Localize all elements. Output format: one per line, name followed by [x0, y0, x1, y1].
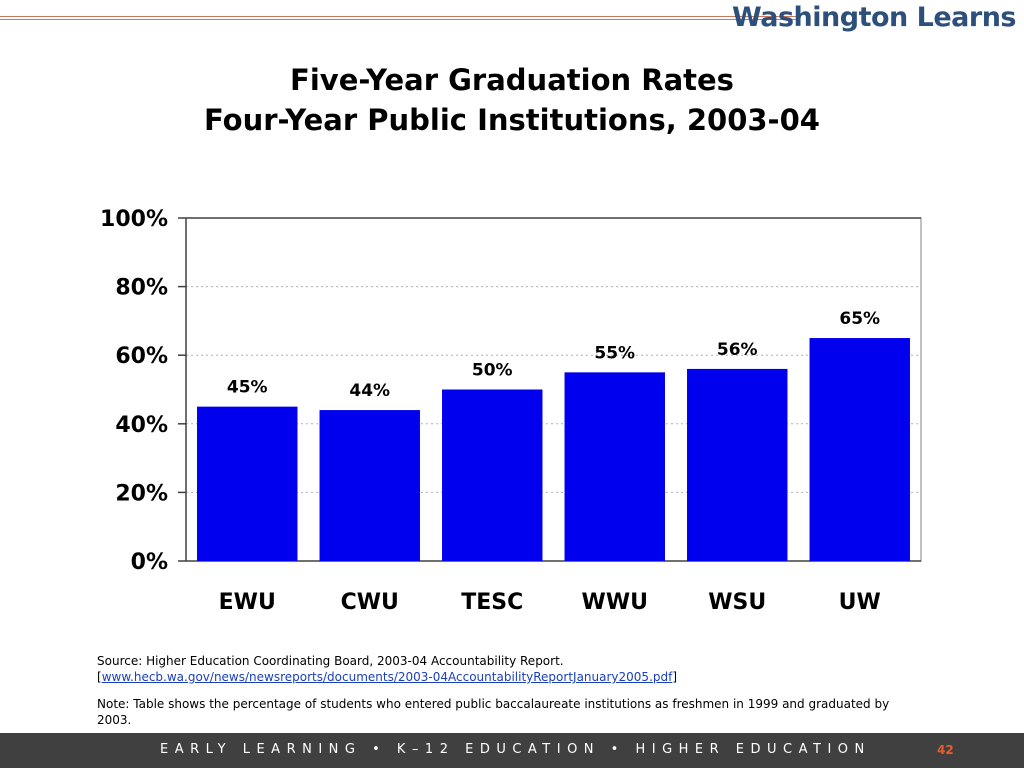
source-citation: Source: Higher Education Coordinating Bo… — [97, 653, 917, 685]
bar-wsu — [687, 368, 788, 561]
source-close-bracket: ] — [672, 670, 678, 684]
source-open-bracket: [ — [97, 670, 102, 684]
x-tick-label: WSU — [708, 590, 766, 615]
bar-wwu — [564, 372, 665, 561]
footer-bar: EARLY LEARNING • K–12 EDUCATION • HIGHER… — [0, 733, 1024, 768]
bar-cwu — [319, 410, 420, 561]
chart-title: Five-Year Graduation Rates Four-Year Pub… — [0, 60, 1024, 140]
x-tick-label: WWU — [582, 590, 648, 615]
page-number: 42 — [937, 743, 954, 757]
y-tick-label: 100% — [100, 207, 168, 232]
washington-learns-logo: Washington Learns — [731, 2, 1017, 33]
x-tick-label: TESC — [461, 590, 523, 615]
y-tick-label: 20% — [115, 481, 168, 506]
source-link[interactable]: www.hecb.wa.gov/news/newsreports/documen… — [101, 670, 673, 684]
bar-chart: 0% 20% 40% 60% 80% 100% 45% EWU 44% CWU 50% TESC 55%… — [100, 207, 922, 615]
x-tick-label: UW — [839, 590, 881, 615]
data-label: 50% — [472, 361, 513, 381]
data-label: 45% — [227, 378, 268, 398]
data-label: 56% — [717, 340, 758, 360]
chart-title-line-2: Four-Year Public Institutions, 2003-04 — [204, 103, 820, 137]
x-tick-label: CWU — [341, 590, 399, 615]
data-label: 44% — [349, 381, 390, 401]
chart-note: Note: Table shows the percentage of stud… — [97, 697, 890, 727]
data-label: 55% — [594, 343, 635, 363]
y-tick-label: 40% — [115, 413, 168, 438]
source-text: Source: Higher Education Coordinating Bo… — [97, 654, 564, 668]
y-tick-label: 80% — [115, 276, 168, 301]
top-rule — [0, 16, 800, 17]
y-tick-label: 60% — [115, 344, 168, 369]
x-tick-label: EWU — [219, 590, 276, 615]
bar-tesc — [442, 389, 543, 561]
top-rule-secondary — [0, 19, 800, 20]
bar-ewu — [197, 406, 298, 561]
data-label: 65% — [839, 309, 880, 329]
footer-text: EARLY LEARNING • K–12 EDUCATION • HIGHER… — [160, 742, 871, 757]
chart-title-line-1: Five-Year Graduation Rates — [290, 63, 734, 97]
y-tick-label: 0% — [131, 550, 168, 575]
bar-uw — [809, 338, 910, 561]
